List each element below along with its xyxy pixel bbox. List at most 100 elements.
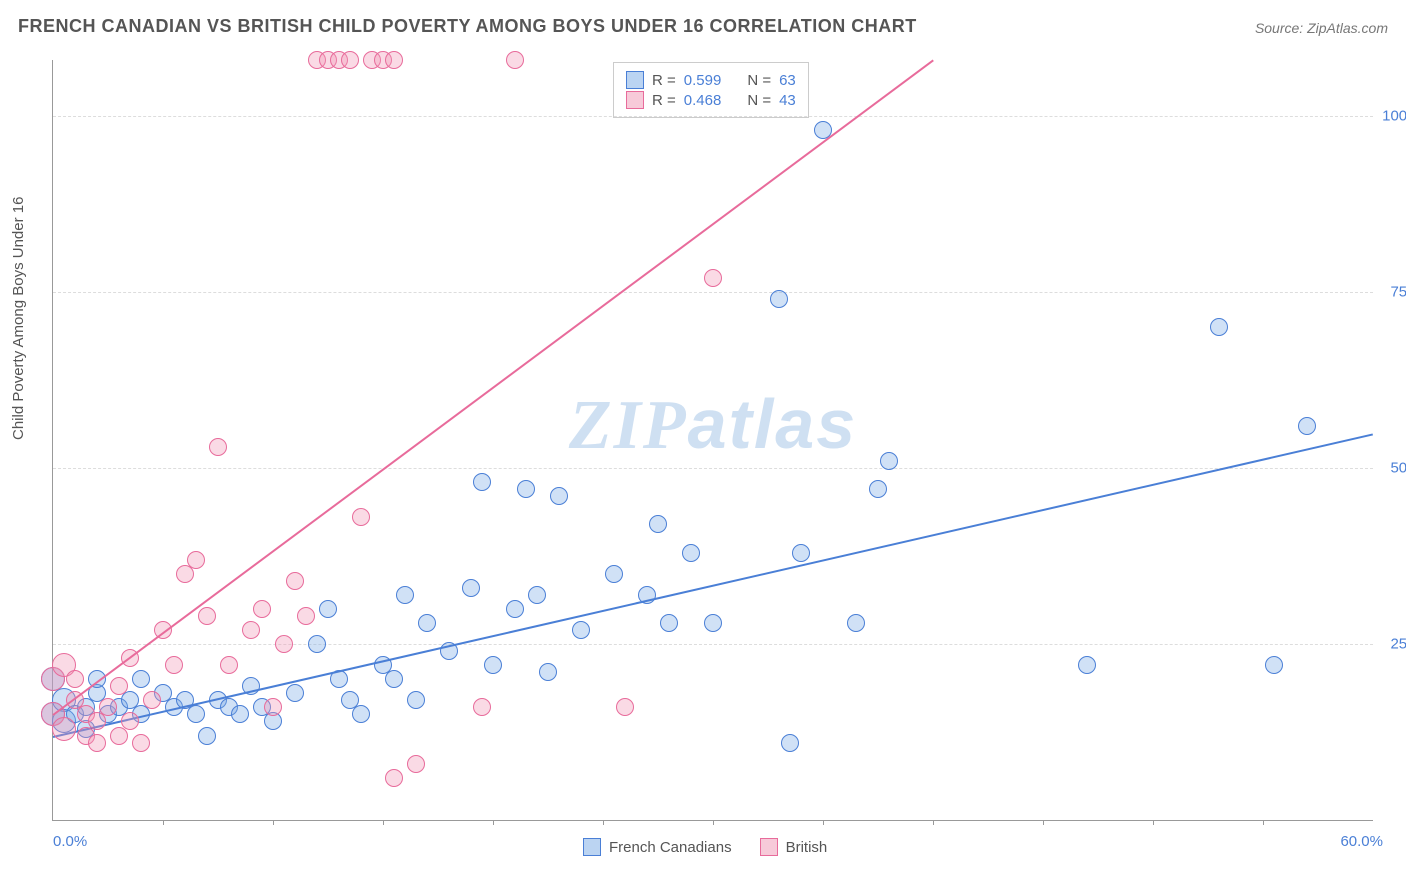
data-point-fc — [528, 586, 546, 604]
data-point-br — [275, 635, 293, 653]
legend-item: British — [760, 838, 828, 856]
data-point-fc — [484, 656, 502, 674]
data-point-fc — [847, 614, 865, 632]
data-point-fc — [539, 663, 557, 681]
legend-n-label: N = — [747, 72, 771, 89]
chart-container: FRENCH CANADIAN VS BRITISH CHILD POVERTY… — [0, 0, 1406, 892]
legend-n-value: 43 — [779, 92, 796, 109]
data-point-br — [297, 607, 315, 625]
data-point-br — [253, 600, 271, 618]
x-tick — [823, 820, 824, 825]
legend-swatch — [626, 91, 644, 109]
x-tick — [933, 820, 934, 825]
data-point-br — [704, 269, 722, 287]
x-tick — [1263, 820, 1264, 825]
data-point-fc — [605, 565, 623, 583]
data-point-fc — [231, 705, 249, 723]
data-point-fc — [792, 544, 810, 562]
y-tick-label: 100.0% — [1382, 108, 1406, 125]
data-point-br — [385, 51, 403, 69]
x-tick — [603, 820, 604, 825]
legend-r-value: 0.468 — [684, 92, 722, 109]
data-point-fc — [1078, 656, 1096, 674]
data-point-fc — [770, 290, 788, 308]
data-point-fc — [187, 705, 205, 723]
data-point-fc — [869, 480, 887, 498]
data-point-fc — [1265, 656, 1283, 674]
data-point-br — [242, 621, 260, 639]
data-point-fc — [550, 487, 568, 505]
gridline — [53, 468, 1373, 469]
legend-r-label: R = — [652, 72, 676, 89]
data-point-fc — [1210, 318, 1228, 336]
x-tick-label: 60.0% — [1340, 833, 1383, 850]
watermark: ZIPatlas — [569, 384, 857, 466]
legend-correlation: R = 0.599 N = 63 R = 0.468 N = 43 — [613, 62, 809, 118]
data-point-br — [506, 51, 524, 69]
data-point-fc — [462, 579, 480, 597]
data-point-br — [143, 691, 161, 709]
x-tick-label: 0.0% — [53, 833, 87, 850]
legend-row: R = 0.468 N = 43 — [626, 91, 796, 109]
source-label: Source: ZipAtlas.com — [1255, 20, 1388, 36]
legend-n-label: N = — [747, 92, 771, 109]
data-point-br — [385, 769, 403, 787]
data-point-fc — [880, 452, 898, 470]
x-tick — [383, 820, 384, 825]
data-point-fc — [682, 544, 700, 562]
data-point-br — [264, 698, 282, 716]
legend-label: British — [786, 839, 828, 856]
data-point-br — [165, 656, 183, 674]
gridline — [53, 292, 1373, 293]
data-point-br — [286, 572, 304, 590]
chart-title: FRENCH CANADIAN VS BRITISH CHILD POVERTY… — [18, 16, 917, 37]
data-point-br — [220, 656, 238, 674]
data-point-br — [132, 734, 150, 752]
data-point-fc — [132, 670, 150, 688]
data-point-br — [52, 717, 76, 741]
y-tick-label: 50.0% — [1390, 460, 1406, 477]
data-point-fc — [473, 473, 491, 491]
y-axis-label: Child Poverty Among Boys Under 16 — [10, 197, 27, 440]
x-tick — [1043, 820, 1044, 825]
regression-line-fc — [53, 433, 1373, 738]
legend-row: R = 0.599 N = 63 — [626, 71, 796, 89]
data-point-br — [352, 508, 370, 526]
data-point-fc — [517, 480, 535, 498]
gridline — [53, 116, 1373, 117]
data-point-fc — [506, 600, 524, 618]
data-point-fc — [418, 614, 436, 632]
legend-swatch — [760, 838, 778, 856]
legend-r-value: 0.599 — [684, 72, 722, 89]
data-point-br — [341, 51, 359, 69]
y-tick-label: 75.0% — [1390, 284, 1406, 301]
data-point-br — [198, 607, 216, 625]
x-tick — [163, 820, 164, 825]
data-point-br — [110, 677, 128, 695]
data-point-fc — [396, 586, 414, 604]
legend-r-label: R = — [652, 92, 676, 109]
plot-area: ZIPatlas R =0.599N =63R =0.468N =43 Fren… — [52, 60, 1373, 821]
data-point-fc — [572, 621, 590, 639]
data-point-fc — [660, 614, 678, 632]
x-tick — [1153, 820, 1154, 825]
legend-series: French Canadians British — [583, 838, 827, 856]
data-point-fc — [385, 670, 403, 688]
data-point-fc — [704, 614, 722, 632]
data-point-br — [616, 698, 634, 716]
data-point-br — [473, 698, 491, 716]
data-point-fc — [308, 635, 326, 653]
data-point-br — [121, 712, 139, 730]
data-point-fc — [407, 691, 425, 709]
data-point-br — [209, 438, 227, 456]
x-tick — [713, 820, 714, 825]
x-tick — [273, 820, 274, 825]
legend-swatch — [583, 838, 601, 856]
legend-item: French Canadians — [583, 838, 732, 856]
regression-line-br — [52, 60, 933, 716]
data-point-fc — [319, 600, 337, 618]
data-point-br — [187, 551, 205, 569]
data-point-fc — [649, 515, 667, 533]
legend-n-value: 63 — [779, 72, 796, 89]
data-point-fc — [198, 727, 216, 745]
